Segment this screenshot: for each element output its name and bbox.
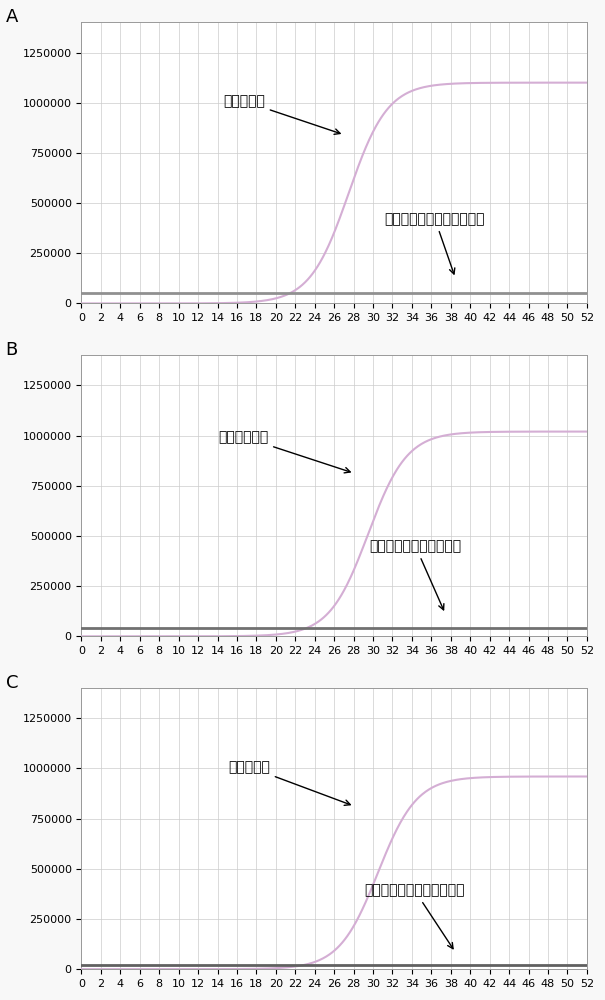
Text: B: B (5, 341, 18, 359)
Text: 伯氏疏螺旋体: 伯氏疏螺旋体 (218, 430, 350, 473)
Text: C: C (5, 674, 18, 692)
Text: 钔端螺旋体、伯氏疏螺旋体: 钔端螺旋体、伯氏疏螺旋体 (385, 212, 485, 274)
Text: 梅毒螺旋体、伯氏疏螺旋体: 梅毒螺旋体、伯氏疏螺旋体 (364, 883, 465, 949)
Text: A: A (5, 8, 18, 26)
Text: 鑔端螺旋体: 鑔端螺旋体 (228, 760, 350, 805)
Text: 梅毒螺旋体: 梅毒螺旋体 (223, 94, 340, 134)
Text: 梅毒螺旋体、鑔端螺旋体: 梅毒螺旋体、鑔端螺旋体 (370, 539, 462, 610)
